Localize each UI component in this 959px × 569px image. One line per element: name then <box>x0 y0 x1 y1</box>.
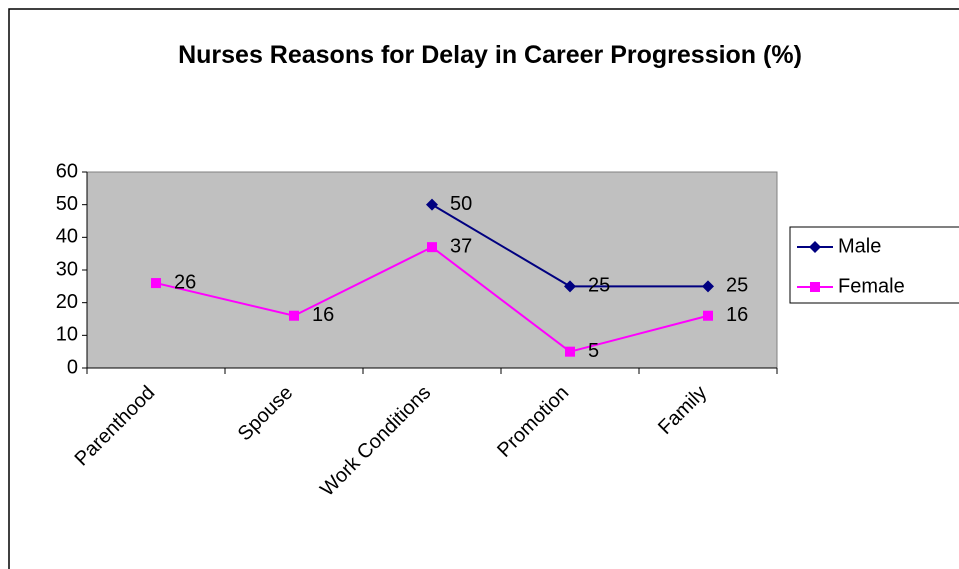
y-tick-label: 50 <box>56 193 78 215</box>
y-tick-label: 20 <box>56 291 78 313</box>
data-label: 16 <box>312 304 334 326</box>
y-tick-label: 60 <box>56 160 78 182</box>
data-label: 25 <box>588 275 610 297</box>
data-point <box>427 242 437 253</box>
data-point <box>564 280 576 293</box>
data-point <box>565 346 575 357</box>
data-label: 5 <box>588 340 599 362</box>
legend-marker <box>810 282 820 292</box>
data-point <box>151 278 161 289</box>
chart-title: Nurses Reasons for Delay in Career Progr… <box>178 41 802 69</box>
data-point <box>289 310 299 321</box>
data-label: 50 <box>450 193 472 215</box>
data-label: 26 <box>174 271 196 293</box>
data-point <box>426 198 438 211</box>
data-point <box>703 310 713 321</box>
y-tick-label: 40 <box>56 226 78 248</box>
legend-label: Female <box>838 275 905 297</box>
data-label: 25 <box>726 275 748 297</box>
legend-label: Male <box>838 235 881 257</box>
legend-marker <box>809 241 821 253</box>
y-tick-label: 10 <box>56 324 78 346</box>
y-tick-label: 30 <box>56 258 78 280</box>
data-label: 16 <box>726 304 748 326</box>
data-label: 37 <box>450 235 472 257</box>
y-tick-label: 0 <box>67 356 78 378</box>
data-point <box>702 280 714 293</box>
